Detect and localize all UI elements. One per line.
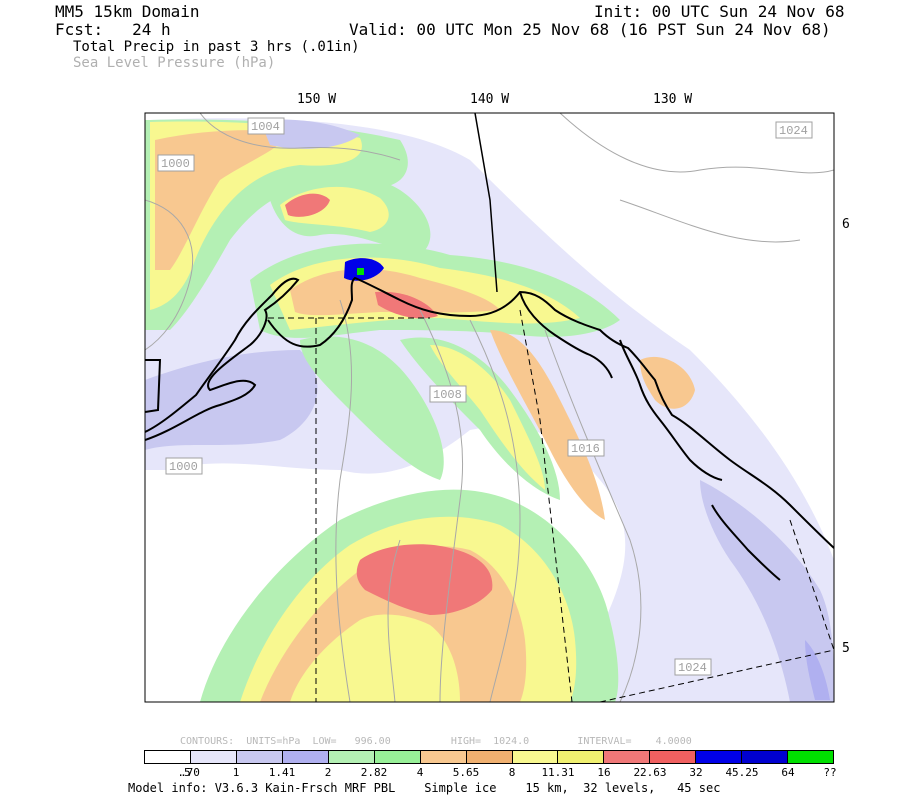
isobar-label-1000-north: 1000	[161, 157, 190, 171]
domain-title: MM5 15km Domain	[55, 2, 200, 21]
colorbar-tick-label: 64	[781, 766, 795, 779]
precip-field	[145, 118, 834, 702]
colorbar-tick-label: 16	[597, 766, 611, 779]
isobar-label-1016: 1016	[571, 442, 600, 456]
coastline	[145, 276, 834, 581]
colorbar-tick-label: 22.63	[633, 766, 667, 779]
isobar-label-1024-south: 1024	[678, 661, 707, 675]
isobar-label-1024-north: 1024	[779, 124, 808, 138]
init-time: Init: 00 UTC Sun 24 Nov 68	[594, 2, 845, 21]
field-label-slp: Sea Level Pressure (hPa)	[73, 55, 276, 71]
colorbar-tick-label: 45.25	[725, 766, 759, 779]
forecast-hour: Fcst: 24 h	[55, 20, 171, 39]
colorbar-tick-label: ??	[823, 766, 837, 779]
colorbar-swatch	[282, 751, 329, 763]
colorbar-tick-label: 4	[416, 766, 424, 779]
colorbar-swatch	[420, 751, 467, 763]
colorbar-tick-label: .70	[180, 766, 200, 779]
lon-label-150w: 150 W	[297, 92, 337, 107]
isobar-labels: 1004 1000 1024 1008 1016 1000 1024	[157, 117, 813, 676]
lon-label-130w: 130 W	[653, 92, 693, 107]
precip-colorbar	[144, 750, 834, 764]
political-boundary	[474, 112, 498, 293]
lat-label-upper: 6	[842, 217, 850, 232]
colorbar-swatch	[558, 751, 605, 763]
colorbar-tick-label: 32	[689, 766, 703, 779]
dashed-boundaries	[268, 309, 834, 702]
colorbar-swatch	[190, 751, 237, 763]
colorbar-swatch	[236, 751, 283, 763]
colorbar-tick-label: 8	[508, 766, 516, 779]
lon-label-140w: 140 W	[470, 92, 510, 107]
colorbar-tick-label: 1.41	[268, 766, 296, 779]
colorbar-tick-label: 1	[232, 766, 240, 779]
colorbar-swatch	[788, 751, 834, 763]
field-label-precip: Total Precip in past 3 hrs (.01in)	[73, 39, 360, 55]
colorbar-swatch	[604, 751, 651, 763]
colorbar-swatch	[374, 751, 421, 763]
colorbar-tick-label: 11.31	[541, 766, 575, 779]
colorbar-swatch	[328, 751, 375, 763]
colorbar-tick-label: 5.65	[452, 766, 480, 779]
valid-time: Valid: 00 UTC Mon 25 Nov 68 (16 PST Sun …	[349, 20, 831, 39]
colorbar-tick-label: .5	[177, 766, 191, 779]
lat-label-lower: 5	[842, 641, 850, 656]
isobar-lines	[145, 113, 834, 702]
colorbar-swatch	[512, 751, 559, 763]
isobar-label-1004: 1004	[251, 120, 280, 134]
model-info: Model info: V3.6.3 Kain-Frsch MRF PBL Si…	[128, 781, 721, 795]
isobar-label-1008: 1008	[433, 388, 462, 402]
colorbar-swatch	[696, 751, 743, 763]
colorbar-swatch	[466, 751, 513, 763]
colorbar-swatch	[742, 751, 789, 763]
contours-info: CONTOURS: UNITS=hPa LOW= 996.00 HIGH= 10…	[180, 736, 692, 747]
colorbar-swatch	[145, 751, 191, 763]
isobar-label-1000-south: 1000	[169, 460, 198, 474]
colorbar-tick-label: 2.82	[360, 766, 388, 779]
colorbar-swatch	[650, 751, 697, 763]
colorbar-tick-label: 2	[324, 766, 332, 779]
